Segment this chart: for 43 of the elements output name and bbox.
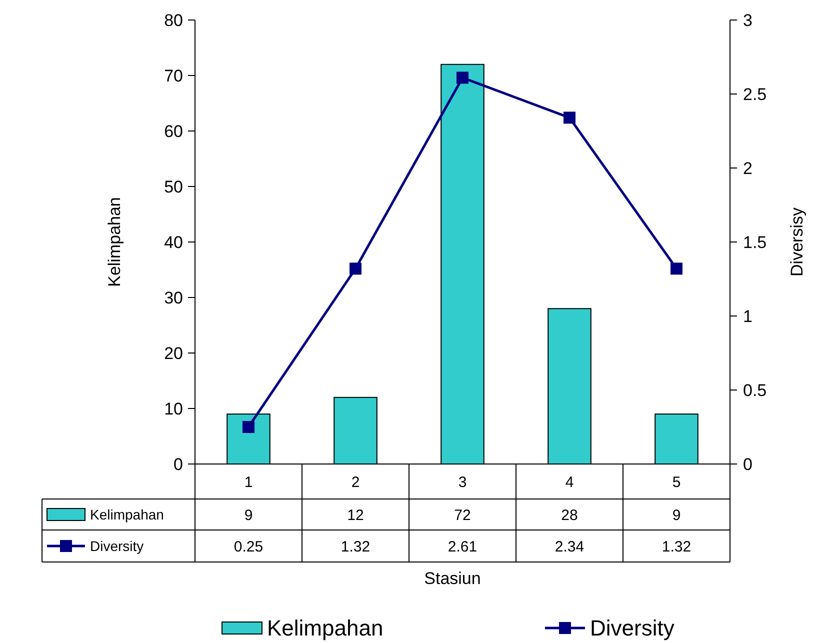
data-label: 9 — [672, 506, 681, 524]
y2-tick-label: 2 — [743, 158, 752, 178]
x-axis-title: Stasiun — [424, 569, 481, 588]
point — [564, 112, 576, 124]
y-tick-label: 10 — [164, 399, 183, 418]
point — [242, 421, 254, 433]
data-label: 1.32 — [662, 538, 692, 556]
data-label: 72 — [454, 506, 471, 524]
point — [456, 72, 468, 84]
y2-tick-label: 2.5 — [743, 84, 767, 104]
data-label: 0.25 — [234, 538, 264, 556]
x-tick-label: 5 — [672, 474, 681, 491]
y-tick-label: 30 — [164, 288, 183, 308]
y2-tick-label: 1.5 — [743, 232, 767, 252]
data-label: 2.34 — [554, 538, 584, 556]
y-tick-label: 0 — [174, 454, 183, 474]
y2-tick-label: 0.5 — [743, 380, 767, 400]
point — [350, 262, 362, 275]
legend-label: Kelimpahan — [90, 506, 164, 522]
x-tick-label: 2 — [351, 474, 360, 491]
y-tick-label: 50 — [164, 177, 183, 196]
y2-tick-label: 3 — [743, 10, 752, 30]
y-tick-label: 60 — [164, 122, 183, 141]
x-tick-label: 1 — [244, 474, 253, 491]
y2-axis-title: Diversisy — [788, 207, 807, 276]
data-label: 2.61 — [448, 538, 478, 556]
data-label: 28 — [561, 506, 578, 524]
legend-label: Diversity — [90, 538, 144, 554]
y-tick-label: 20 — [164, 344, 183, 363]
y-axis-title: Kelimpahan — [105, 197, 124, 287]
data-label: 1.32 — [340, 538, 370, 556]
data-label: 9 — [244, 506, 253, 524]
point — [670, 262, 682, 275]
y-tick-label: 40 — [164, 232, 183, 252]
data-label: 12 — [347, 506, 364, 524]
x-tick-label: 4 — [565, 474, 574, 491]
y-tick-label: 80 — [164, 10, 183, 30]
y-tick-label: 70 — [164, 66, 183, 86]
y2-tick-label: 1 — [743, 306, 752, 326]
text: Diversity — [590, 616, 674, 641]
y2-tick-label: 0 — [743, 454, 752, 474]
x-tick-label: 3 — [458, 474, 467, 491]
text: Kelimpahan — [267, 616, 384, 641]
